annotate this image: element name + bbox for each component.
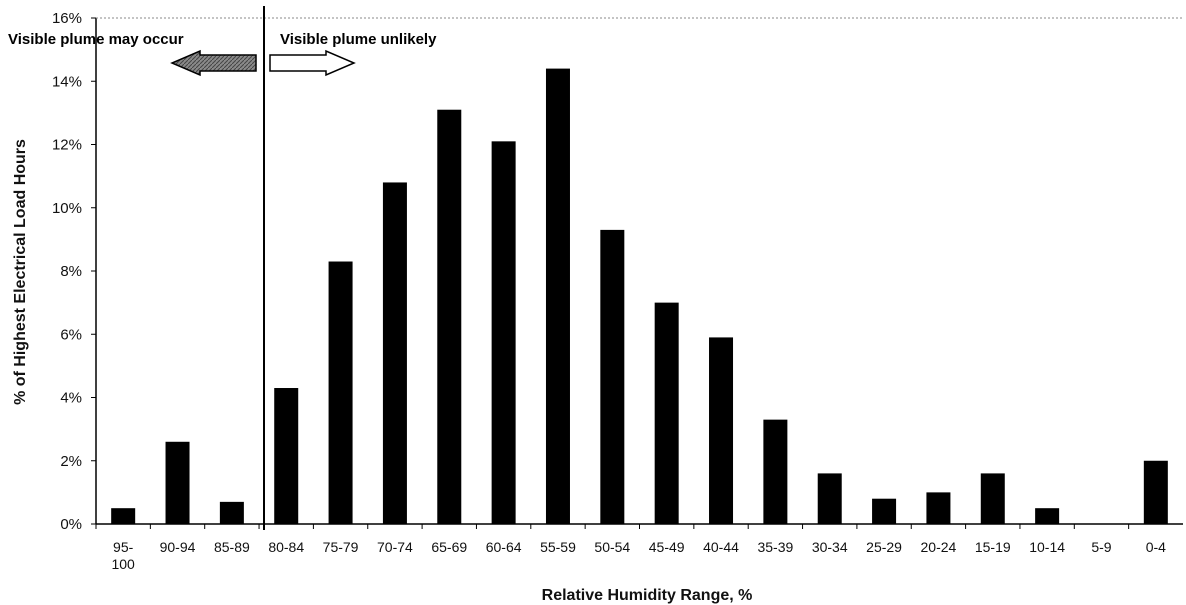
x-tick-label: 100 [111, 556, 135, 572]
left-arrow-icon [170, 49, 257, 77]
x-tick-label: 50-54 [594, 539, 630, 555]
bar-40-44 [709, 337, 734, 524]
bar-45-49 [654, 302, 679, 524]
y-tick-label: 10% [52, 200, 82, 217]
x-tick-label: 70-74 [377, 539, 413, 555]
y-tick-label: 16% [52, 10, 82, 27]
x-tick-label: 80-84 [268, 539, 304, 555]
y-tick-label: 14% [52, 73, 82, 90]
bars [111, 68, 1168, 525]
bar-0-4 [1143, 460, 1168, 524]
bar-70-74 [382, 182, 407, 524]
bar-55-59 [545, 68, 570, 524]
x-tick-label: 65-69 [431, 539, 467, 555]
y-axis-title: % of Highest Electrical Load Hours [12, 139, 29, 405]
x-tick-label: 60-64 [486, 539, 522, 555]
x-tick-label: 55-59 [540, 539, 576, 555]
x-tick-label: 5-9 [1091, 539, 1111, 555]
x-ticks: 95-100 90-94 85-89 80-84 75-79 70-74 65-69 60-6… [95, 524, 1166, 572]
bar-60-64 [491, 141, 516, 524]
y-tick-label: 0% [60, 516, 82, 533]
bar-20-24 [926, 492, 951, 524]
x-tick-label: 85-89 [214, 539, 250, 555]
bar-50-54 [600, 229, 625, 524]
y-tick-label: 4% [60, 390, 82, 407]
x-tick-label: 35-39 [757, 539, 793, 555]
bar-35-39 [763, 419, 788, 524]
y-ticks: 0% 2% 4% 6% 8% 10% 12% 14% 16% [52, 10, 96, 533]
x-tick-label: 90-94 [160, 539, 196, 555]
bar-80-84 [274, 388, 299, 524]
bar-25-29 [872, 498, 897, 524]
x-tick-label: 75-79 [323, 539, 359, 555]
y-tick-label: 2% [60, 453, 82, 470]
x-tick-label: 15-19 [975, 539, 1011, 555]
bar-65-69 [437, 109, 462, 525]
y-tick-label: 12% [52, 137, 82, 154]
x-tick-label: 40-44 [703, 539, 739, 555]
x-axis-title: Relative Humidity Range, % [542, 587, 753, 604]
annotation-right-text: Visible plume unlikely [280, 31, 437, 48]
x-tick-label: 20-24 [921, 539, 957, 555]
bar-85-89 [219, 501, 244, 524]
x-tick-label: 30-34 [812, 539, 848, 555]
right-arrow-icon [269, 49, 356, 77]
y-tick-label: 8% [60, 263, 82, 280]
bar-30-34 [817, 473, 842, 524]
x-tick-label: 0-4 [1146, 539, 1166, 555]
y-tick-label: 6% [60, 326, 82, 343]
bar-75-79 [328, 261, 353, 524]
annotation-left-text: Visible plume may occur [8, 31, 184, 48]
x-tick-label: 45-49 [649, 539, 685, 555]
bar-95-100 [111, 508, 136, 524]
x-tick-label: 25-29 [866, 539, 902, 555]
bar-90-94 [165, 441, 190, 524]
x-tick-label: 95- [113, 539, 134, 555]
bar-10-14 [1035, 508, 1060, 524]
bar-15-19 [980, 473, 1005, 524]
x-tick-label: 10-14 [1029, 539, 1065, 555]
